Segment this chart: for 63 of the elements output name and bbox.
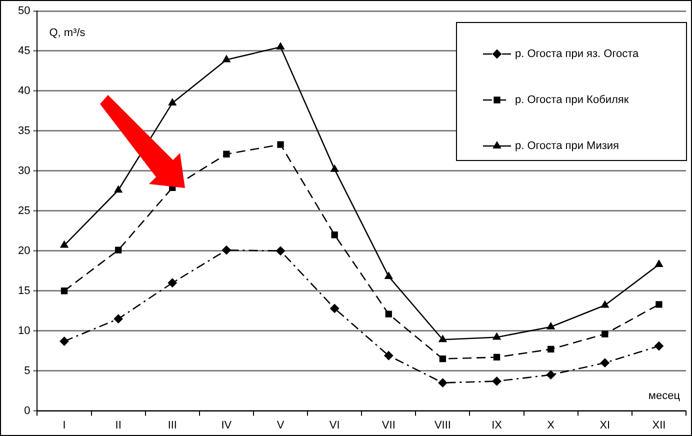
x-tick-label: VI (329, 419, 340, 432)
point (438, 335, 447, 342)
legend-label: р. Огоста при Кобиляк (515, 94, 629, 106)
point (60, 288, 68, 294)
point (276, 42, 284, 50)
point (60, 240, 68, 248)
point (546, 370, 556, 380)
x-tick-label: IV (221, 419, 232, 432)
x-tick-label: IX (492, 419, 503, 432)
point (168, 98, 176, 106)
x-axis-title: месец (648, 390, 681, 402)
y-tick-label: 50 (18, 5, 30, 18)
x-tick-label: VIII (434, 419, 451, 432)
point (602, 330, 608, 338)
point (276, 246, 286, 256)
y-tick-label: 20 (18, 244, 30, 257)
x-tick-label: III (168, 419, 177, 432)
point (654, 342, 664, 351)
y-tick-label: 10 (18, 324, 30, 337)
x-tick-label: II (115, 419, 122, 432)
x-tick-label: V (276, 419, 285, 432)
y-tick-label: 30 (18, 164, 30, 177)
legend-label: р. Огоста при яз. Огоста (515, 48, 640, 60)
x-tick-label: X (547, 419, 556, 432)
legend-label: р. Огоста при Мизия (515, 140, 620, 152)
point (600, 300, 609, 308)
point (115, 246, 122, 254)
point (546, 322, 555, 330)
y-tick-label: 15 (18, 284, 30, 297)
point (600, 358, 610, 368)
point (277, 141, 284, 148)
y-tick-label: 25 (18, 204, 30, 217)
point (330, 304, 340, 313)
point (439, 356, 446, 362)
point (655, 260, 663, 267)
point (384, 351, 394, 360)
point (223, 150, 230, 158)
point (114, 314, 123, 324)
x-tick-label: I (62, 419, 66, 432)
point (384, 272, 393, 279)
y-axis-title: Q, m³/s (49, 27, 86, 40)
point (492, 376, 502, 386)
y-tick-label: 35 (18, 124, 30, 137)
point (548, 346, 554, 353)
y-tick-label: 40 (18, 84, 30, 97)
y-tick-label: 0 (24, 404, 30, 417)
point (60, 336, 69, 346)
x-tick-label: XI (600, 419, 610, 432)
x-tick-label: VII (382, 419, 396, 432)
point (331, 232, 338, 238)
point (168, 278, 177, 288)
point (330, 164, 339, 172)
x-tick-label: XII (652, 419, 666, 432)
point (493, 354, 500, 361)
point (222, 246, 231, 255)
point (492, 332, 501, 340)
y-tick-label: 45 (18, 45, 30, 58)
point (438, 378, 448, 388)
point (114, 186, 122, 193)
point (222, 55, 230, 62)
point (656, 301, 662, 308)
y-tick-label: 5 (24, 364, 30, 377)
point (385, 310, 392, 318)
